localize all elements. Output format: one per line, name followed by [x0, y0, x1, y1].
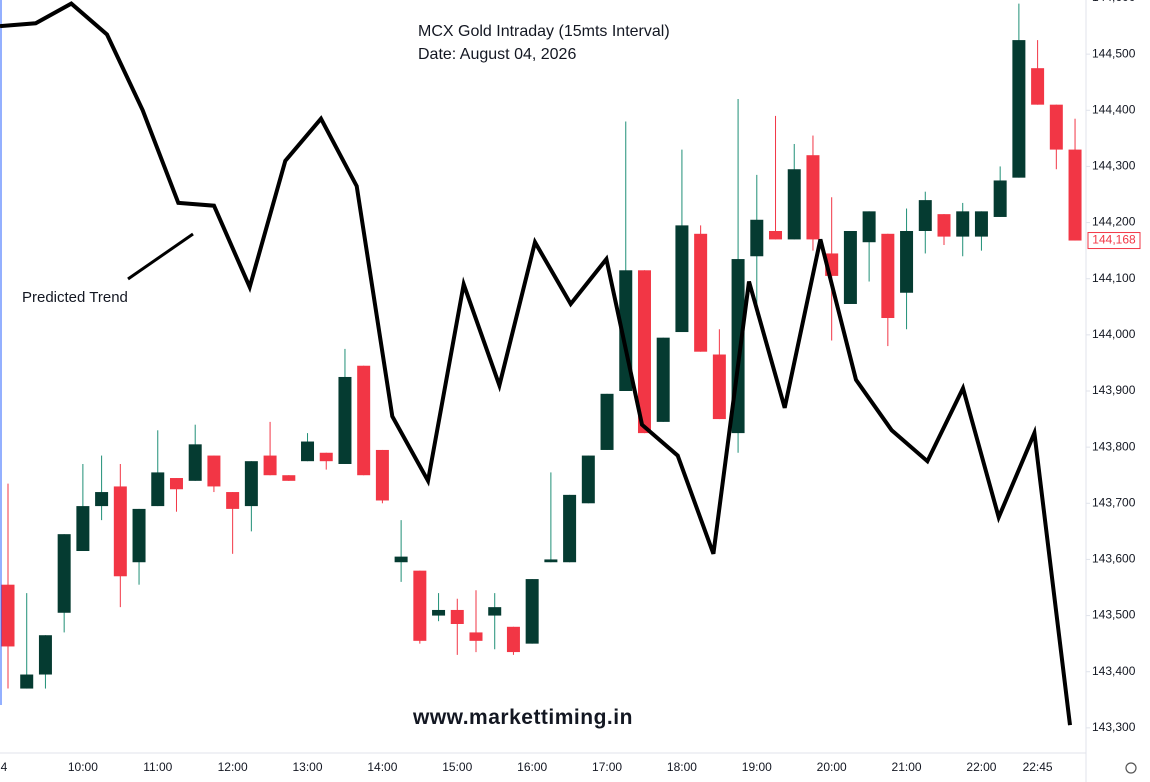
chart-subtitle: Date: August 04, 2026: [418, 46, 576, 63]
candle-body: [1012, 40, 1026, 178]
candle-body: [918, 200, 932, 231]
candle-body: [263, 455, 277, 476]
candle-body: [900, 230, 914, 293]
candle-body: [544, 559, 558, 563]
x-tick-label: 19:00: [742, 760, 772, 774]
x-tick-label: 20:00: [817, 760, 847, 774]
candle-body: [956, 211, 970, 237]
y-tick-label: 143,600: [1092, 552, 1136, 566]
candle-body: [151, 472, 165, 507]
chart-title: MCX Gold Intraday (15mts Interval): [418, 23, 670, 40]
candle-body: [207, 455, 221, 487]
candle-body: [1, 584, 15, 647]
candle-body: [469, 632, 483, 641]
candle-body: [750, 219, 764, 257]
candle-body: [675, 225, 689, 333]
last-price-box: [1087, 232, 1141, 250]
candle-body: [506, 626, 520, 653]
candle-body: [881, 233, 895, 319]
candle-body: [993, 180, 1007, 217]
y-tick-label: 143,800: [1092, 439, 1136, 453]
y-tick-label: 144,200: [1092, 215, 1136, 229]
watermark: www.markettiming.in: [412, 706, 633, 729]
x-tick-label: 14:00: [367, 760, 397, 774]
candle-body: [432, 609, 446, 616]
candle-body: [712, 354, 726, 420]
candle-body: [20, 674, 34, 689]
candle-body: [581, 455, 595, 504]
candle-body: [319, 452, 333, 462]
y-tick-label: 143,900: [1092, 383, 1136, 397]
x-tick-label: 11:00: [143, 760, 172, 774]
y-tick-label: 144,600: [1092, 0, 1136, 4]
candle-body: [132, 508, 146, 563]
candle-body: [169, 478, 183, 490]
settings-icon[interactable]: [1125, 762, 1137, 774]
candle-body: [1031, 68, 1045, 105]
candle-body: [787, 169, 801, 240]
candle-body: [375, 449, 389, 501]
y-tick-label: 144,100: [1092, 271, 1136, 285]
candle-body: [357, 365, 371, 476]
candle-body: [563, 494, 577, 563]
y-tick-label: 143,400: [1092, 664, 1136, 678]
candle-body: [244, 461, 258, 507]
x-tick-label: 16:00: [517, 760, 547, 774]
candle-body: [769, 230, 783, 240]
candle-body: [76, 506, 90, 552]
last-price-label: 144,168: [1092, 233, 1136, 247]
candle-body: [1068, 149, 1082, 241]
x-tick-label: 12:00: [218, 760, 248, 774]
y-tick-label: 143,300: [1092, 720, 1136, 734]
x-tick-label: 13:00: [293, 760, 323, 774]
candle-body: [974, 211, 988, 237]
candle-body: [38, 635, 52, 675]
candle-body: [843, 230, 857, 304]
x-tick-label: 18:00: [667, 760, 697, 774]
y-tick-label: 144,000: [1092, 327, 1136, 341]
candle-body: [806, 155, 820, 240]
candle-body: [394, 556, 408, 563]
candle-body: [637, 270, 651, 434]
candle-body: [1049, 104, 1063, 150]
annotation-pointer: [127, 232, 194, 281]
candle-body: [525, 579, 539, 644]
candle-body: [862, 211, 876, 243]
trend-line: [0, 1, 1072, 726]
x-tick-label: 4: [1, 760, 8, 774]
candle-body: [450, 609, 464, 624]
x-tick-label: 22:00: [966, 760, 996, 774]
y-tick-label: 144,300: [1092, 159, 1136, 173]
candle-body: [488, 607, 502, 616]
annotation: Predicted Trend: [22, 289, 128, 306]
x-tick-label: 21:00: [892, 760, 922, 774]
candle-body: [694, 233, 708, 352]
x-tick-label: 22:45: [1023, 760, 1053, 774]
x-tick-label: 17:00: [592, 760, 622, 774]
y-tick-label: 143,700: [1092, 495, 1136, 509]
candle-body: [95, 492, 109, 507]
candle-body: [113, 486, 127, 577]
candle-body: [413, 570, 427, 641]
y-tick-label: 144,400: [1092, 102, 1136, 116]
x-tick-label: 15:00: [442, 760, 472, 774]
candle-body: [57, 534, 71, 613]
y-tick-label: 144,500: [1092, 46, 1136, 60]
y-tick-label: 143,500: [1092, 608, 1136, 622]
candle-body: [338, 376, 352, 464]
candle-body: [937, 214, 951, 237]
candle-body: [282, 475, 296, 481]
x-tick-label: 10:00: [68, 760, 98, 774]
candle-body: [656, 337, 670, 422]
candle-body: [188, 444, 202, 481]
candle-body: [600, 393, 614, 450]
candle-body: [301, 441, 315, 462]
plot: [0, 1, 1082, 726]
candle-body: [226, 492, 240, 509]
